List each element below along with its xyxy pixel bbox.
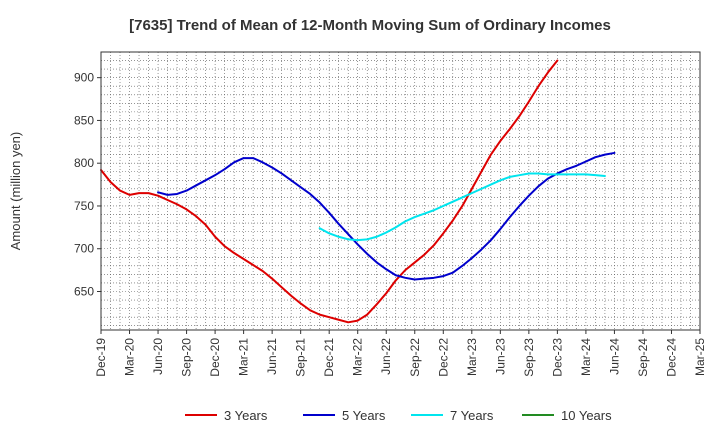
x-tick-label: Dec-23 <box>550 338 564 377</box>
series-line-3-years <box>100 59 559 324</box>
x-tick-label: Jun-23 <box>493 338 507 375</box>
x-tick-label: Dec-19 <box>94 338 108 377</box>
x-tick-label: Jun-24 <box>607 338 621 375</box>
y-axis-label: Amount (million yen) <box>8 132 23 251</box>
x-tick-label: Mar-25 <box>693 338 707 376</box>
plot-background <box>101 52 700 330</box>
y-tick-label: 800 <box>74 156 94 170</box>
y-tick-label: 700 <box>74 242 94 256</box>
x-tick-label: Jun-22 <box>379 338 393 375</box>
x-tick-label: Sep-20 <box>180 338 194 377</box>
x-tick-label: Dec-21 <box>322 338 336 377</box>
x-tick-label: Jun-20 <box>151 338 165 375</box>
legend-label-7-years: 7 Years <box>450 408 494 423</box>
x-tick-label: Mar-22 <box>351 338 365 376</box>
x-tick-label: Sep-22 <box>408 338 422 377</box>
x-tick-label: Dec-20 <box>208 338 222 377</box>
x-tick-label: Mar-24 <box>579 338 593 376</box>
y-tick-label: 650 <box>74 285 94 299</box>
series-line-7-years <box>318 172 606 242</box>
x-tick-label: Sep-21 <box>294 338 308 377</box>
x-tick-label: Dec-24 <box>664 338 678 377</box>
plot-frame <box>100 51 701 331</box>
x-tick-label: Mar-20 <box>123 338 137 376</box>
plot-area: 650 700 750 800 850 900 Dec-19 Mar-20 Jun-20 Sep-… <box>74 51 707 377</box>
legend-label-10-years: 10 Years <box>561 408 612 423</box>
x-tick-label: Mar-23 <box>465 338 479 376</box>
legend: 3 Years 5 Years 7 Years 10 Years <box>185 408 612 423</box>
x-tick-label: Sep-23 <box>522 338 536 377</box>
x-tick-label: Mar-21 <box>237 338 251 376</box>
legend-label-5-years: 5 Years <box>342 408 386 423</box>
x-tick-label: Jun-21 <box>265 338 279 375</box>
series-line-5-years <box>157 151 616 281</box>
x-tick-label: Sep-24 <box>636 338 650 377</box>
chart-title: [7635] Trend of Mean of 12-Month Moving … <box>129 17 611 34</box>
y-tick-label: 750 <box>74 199 94 213</box>
x-tick-label: Dec-22 <box>436 338 450 377</box>
legend-label-3-years: 3 Years <box>224 408 268 423</box>
y-tick-label: 850 <box>74 113 94 127</box>
y-tick-label: 900 <box>74 71 94 85</box>
